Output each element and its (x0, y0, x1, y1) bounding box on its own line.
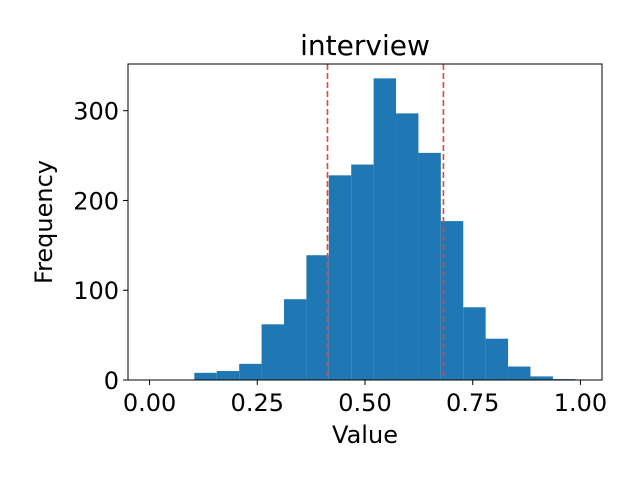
y-tick-label: 200 (73, 187, 119, 215)
histogram-bar (508, 366, 531, 380)
x-tick-label: 0.75 (446, 389, 499, 417)
x-tick-label: 0.00 (123, 389, 176, 417)
histogram-bar (463, 307, 486, 380)
histogram-bar (351, 164, 374, 380)
histogram-bar (396, 113, 419, 381)
histogram-bar (216, 371, 240, 380)
y-tick-label: 0 (104, 367, 119, 395)
bars-group (194, 78, 576, 381)
x-tick-label: 0.25 (231, 389, 284, 417)
x-tick-label: 0.50 (338, 389, 391, 417)
histogram-bar (194, 372, 217, 380)
reference-lines-group (326, 64, 445, 380)
x-axis-ticks: 0.00 0.25 0.50 0.75 1.00 (123, 380, 607, 417)
y-tick-label: 100 (73, 277, 119, 305)
x-axis-label: Value (332, 421, 398, 449)
histogram-bar (418, 152, 441, 381)
histogram-bar (328, 175, 352, 380)
chart-title: interview (300, 29, 430, 62)
y-axis-label: Frequency (30, 160, 58, 284)
histogram-bar (261, 324, 284, 380)
x-tick-label: 1.00 (554, 389, 607, 417)
y-tick-label: 300 (73, 98, 119, 126)
histogram-bar (530, 376, 553, 380)
histogram-bar (283, 299, 307, 380)
histogram-bar (373, 78, 397, 381)
histogram-bar (440, 221, 464, 380)
histogram-bar (306, 255, 329, 380)
histogram-bar (485, 338, 509, 380)
y-axis-ticks: 0 100 200 300 (73, 98, 128, 395)
histogram-bar (239, 363, 262, 380)
